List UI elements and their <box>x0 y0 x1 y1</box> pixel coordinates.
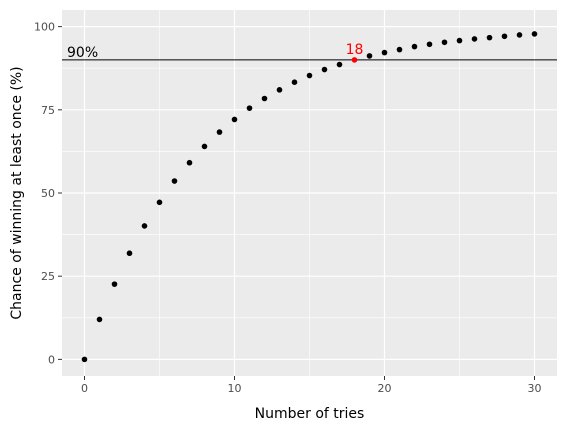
reference-line-label: 90% <box>67 45 98 61</box>
y-tick-label: 50 <box>41 187 55 200</box>
x-tick-label: 0 <box>81 382 88 395</box>
data-point <box>186 159 193 166</box>
y-tick-label: 100 <box>34 21 55 34</box>
y-tick-label: 25 <box>41 270 55 283</box>
axis-tick-labels: 0 10 20 30 0 25 50 75 100 <box>34 21 542 395</box>
data-point <box>171 178 178 184</box>
highlight-point-label: 18 <box>346 42 364 58</box>
data-point <box>396 46 403 53</box>
data-point <box>276 87 283 93</box>
data-point <box>246 105 253 111</box>
data-point <box>126 250 133 257</box>
data-point <box>81 356 88 363</box>
highlight-point <box>351 57 358 63</box>
data-point <box>321 66 328 73</box>
data-point <box>366 53 373 59</box>
data-point <box>96 316 103 323</box>
x-tick-label: 30 <box>528 382 542 395</box>
data-point <box>516 32 523 38</box>
data-points <box>81 31 538 363</box>
data-point <box>141 223 148 229</box>
data-point <box>201 143 208 150</box>
data-point <box>336 61 343 68</box>
data-point <box>411 43 418 50</box>
y-axis-title: Chance of winning at least once (%) <box>9 66 25 319</box>
data-point <box>216 129 223 135</box>
y-tick-label: 75 <box>41 104 55 117</box>
data-point <box>456 37 463 44</box>
data-point <box>471 36 478 42</box>
data-point <box>531 31 538 37</box>
data-point <box>306 72 313 79</box>
axis-ticks <box>58 26 535 380</box>
data-point <box>381 49 388 56</box>
data-point <box>501 33 508 40</box>
data-point <box>111 281 118 287</box>
data-point <box>426 41 433 48</box>
data-point <box>441 39 448 46</box>
x-tick-label: 10 <box>228 382 242 395</box>
data-point <box>486 34 493 41</box>
x-axis-title: Number of tries <box>255 406 365 422</box>
y-tick-label: 0 <box>48 353 55 366</box>
data-point <box>156 199 163 206</box>
data-point <box>231 116 238 123</box>
grid-major <box>62 10 557 376</box>
data-point <box>261 95 268 102</box>
data-point <box>291 79 298 86</box>
x-tick-label: 20 <box>378 382 392 395</box>
